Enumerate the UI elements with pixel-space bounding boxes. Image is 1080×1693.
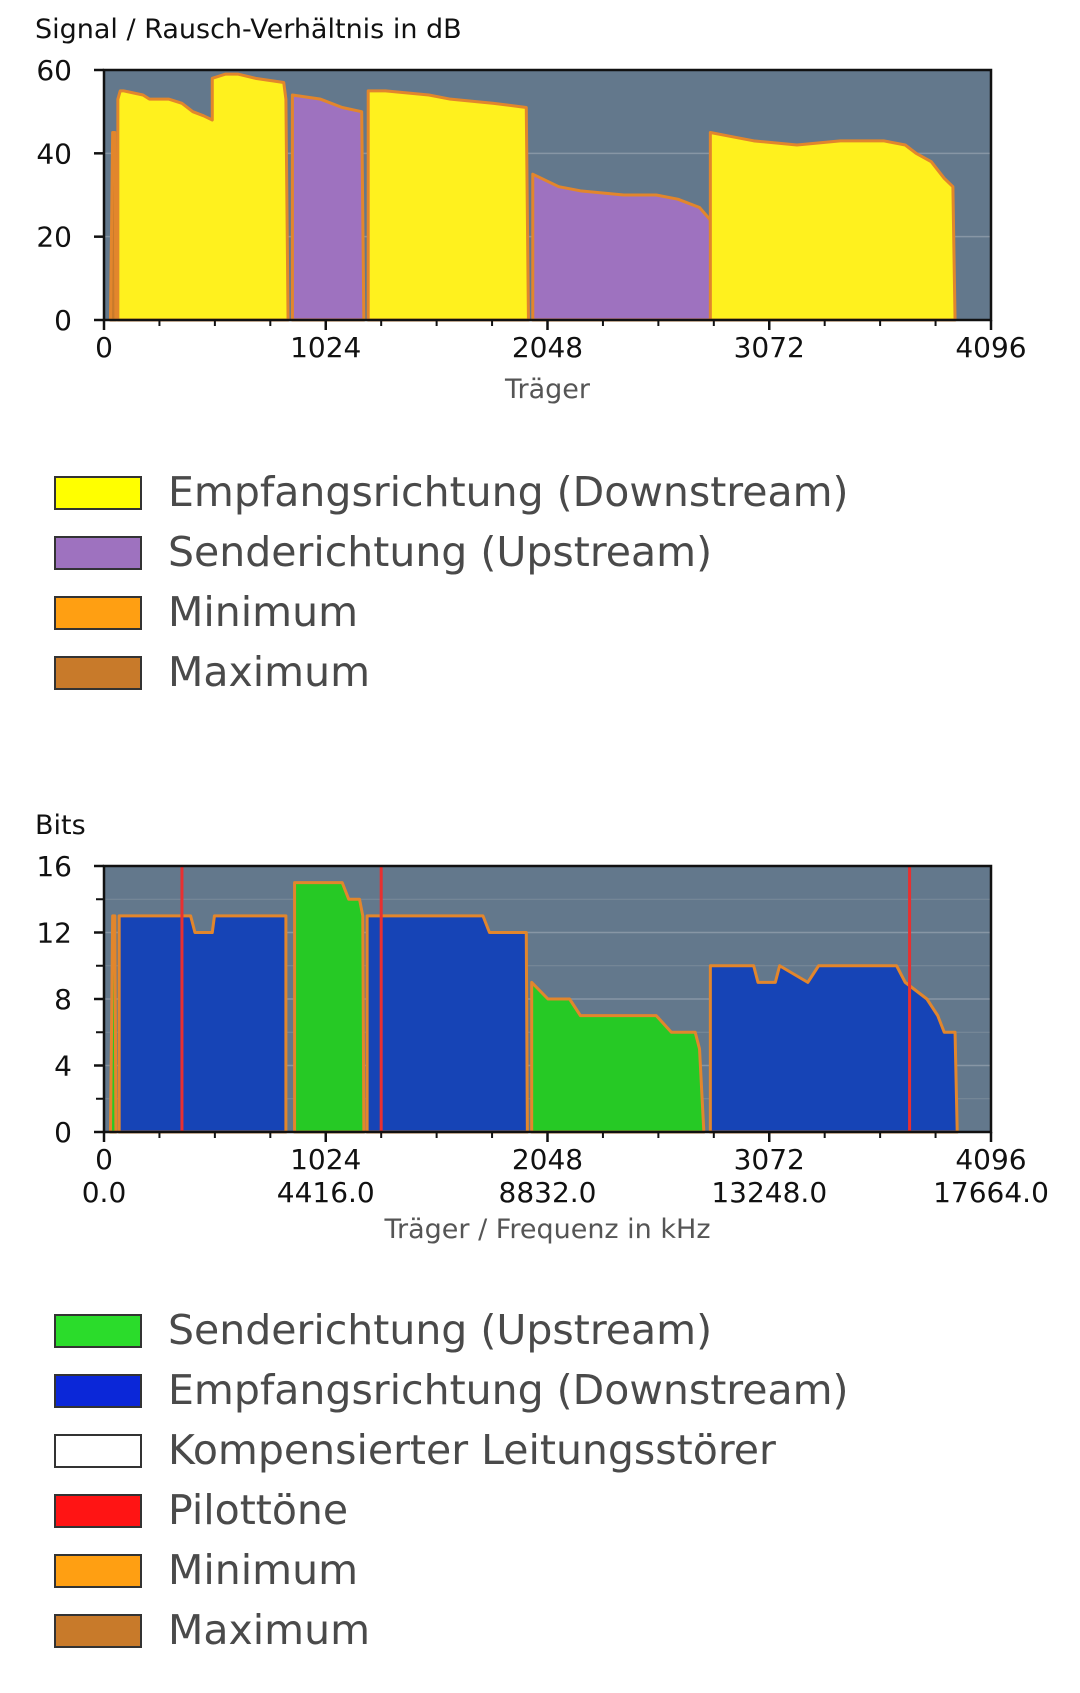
x-tick-label: 1024 bbox=[290, 1143, 361, 1176]
series-area bbox=[708, 964, 959, 1134]
series-area bbox=[708, 131, 957, 322]
series-area bbox=[366, 89, 530, 322]
series-area bbox=[365, 914, 529, 1134]
legend-swatch bbox=[54, 476, 142, 510]
y-tick-label: 4 bbox=[54, 1050, 72, 1083]
snr-chart: Signal / Rausch-Verhältnis in dB 0 20 40 60 0… bbox=[35, 14, 1027, 405]
legend-label: Maximum bbox=[168, 1606, 371, 1654]
y-tick-label: 0 bbox=[54, 304, 72, 337]
legend-label: Empfangsrichtung (Downstream) bbox=[168, 1366, 849, 1414]
legend-swatch bbox=[54, 1434, 142, 1468]
y-tick-label: 20 bbox=[36, 221, 72, 254]
legend-label: Senderichtung (Upstream) bbox=[168, 1306, 713, 1354]
y-tick-label: 8 bbox=[54, 983, 72, 1016]
x-axis-label: Träger bbox=[504, 374, 591, 405]
series-area bbox=[108, 914, 118, 1134]
legend-swatch bbox=[54, 536, 142, 570]
series-area bbox=[116, 72, 290, 322]
x-tick-label-khz: 13248.0 bbox=[711, 1176, 827, 1209]
legend-swatch bbox=[54, 1554, 142, 1588]
x-tick-label: 1024 bbox=[290, 331, 361, 364]
chart-title: Bits bbox=[35, 810, 86, 841]
legend-swatch bbox=[54, 1494, 142, 1528]
x-tick-label: 3072 bbox=[734, 331, 805, 364]
legend-label: Pilottöne bbox=[168, 1486, 349, 1534]
legend-swatch bbox=[54, 596, 142, 630]
x-tick-label-khz: 0.0 bbox=[82, 1176, 127, 1209]
series-area bbox=[530, 980, 706, 1134]
x-tick-label: 0 bbox=[95, 331, 113, 364]
legend-label: Senderichtung (Upstream) bbox=[168, 528, 713, 576]
x-tick-label: 4096 bbox=[955, 331, 1026, 364]
legend-swatch bbox=[54, 1374, 142, 1408]
x-tick-label-khz: 17664.0 bbox=[933, 1176, 1049, 1209]
y-tick-label: 16 bbox=[36, 850, 72, 883]
legend-label: Minimum bbox=[168, 588, 359, 636]
x-tick-label: 3072 bbox=[734, 1143, 805, 1176]
x-tick-label: 0 bbox=[95, 1143, 113, 1176]
series-area bbox=[293, 881, 366, 1134]
y-tick-label: 40 bbox=[36, 137, 72, 170]
x-tick-label-khz: 8832.0 bbox=[499, 1176, 597, 1209]
x-tick-label-khz: 4416.0 bbox=[277, 1176, 375, 1209]
legend-label: Minimum bbox=[168, 1546, 359, 1594]
bits-chart: Bits048121600.010244416.020488832.030721… bbox=[35, 810, 1049, 1245]
y-tick-label: 60 bbox=[36, 54, 72, 87]
legend-label: Empfangsrichtung (Downstream) bbox=[168, 468, 849, 516]
y-tick-label: 12 bbox=[36, 917, 72, 950]
legend-label: Kompensierter Leitungsstörer bbox=[168, 1426, 776, 1474]
y-tick-label: 0 bbox=[54, 1116, 72, 1149]
x-axis-label: Träger / Frequenz in kHz bbox=[383, 1214, 710, 1245]
legend-swatch bbox=[54, 656, 142, 690]
x-tick-label: 2048 bbox=[512, 1143, 583, 1176]
x-tick-label: 4096 bbox=[955, 1143, 1026, 1176]
x-tick-label: 2048 bbox=[512, 331, 583, 364]
legend-swatch bbox=[54, 1314, 142, 1348]
legend-swatch bbox=[54, 1614, 142, 1648]
legend-label: Maximum bbox=[168, 648, 371, 696]
series-area bbox=[117, 914, 288, 1134]
chart-title: Signal / Rausch-Verhältnis in dB bbox=[35, 14, 462, 45]
